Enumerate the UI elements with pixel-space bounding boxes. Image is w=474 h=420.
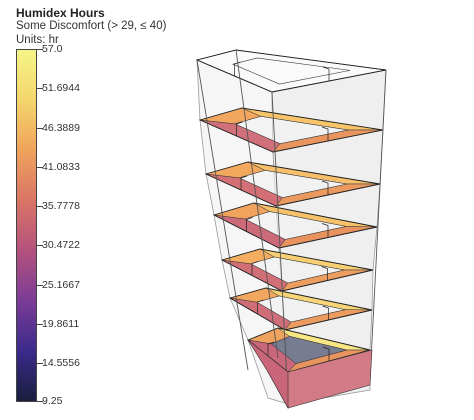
tick-mark — [37, 167, 43, 168]
core-zone — [244, 211, 347, 240]
tick-label: 14.5556 — [42, 357, 80, 369]
window-marker — [322, 305, 329, 320]
tick-label: 25.1667 — [42, 279, 80, 291]
window-marker — [321, 180, 329, 195]
tick-mark — [37, 206, 43, 207]
core-zone — [238, 170, 347, 198]
window-marker — [321, 223, 329, 238]
window-marker — [246, 217, 253, 232]
building-edge — [369, 69, 387, 381]
tick-mark — [37, 245, 43, 246]
tick-label: 35.7778 — [42, 200, 80, 212]
tick-mark — [37, 128, 43, 129]
tick-mark — [37, 401, 43, 402]
legend-units: Units: hr — [16, 34, 59, 46]
core-zone — [256, 295, 346, 323]
window-marker — [322, 66, 330, 81]
window-marker — [321, 126, 329, 141]
window-marker — [257, 299, 264, 314]
tick-label: 46.3889 — [42, 122, 80, 134]
building-floors — [195, 49, 387, 410]
floor-outline — [228, 287, 373, 331]
tick-label: 30.4722 — [42, 239, 80, 251]
floor-outline — [220, 248, 374, 292]
tick-mark — [37, 324, 43, 325]
tick-mark — [37, 49, 43, 50]
window-marker — [236, 121, 243, 136]
building-edge — [196, 59, 249, 371]
tick-label: 41.0833 — [42, 161, 80, 173]
color-scale-bar — [16, 49, 37, 402]
tick-label: 57.0 — [42, 43, 63, 55]
window-marker — [234, 61, 241, 76]
tick-label: 51.6944 — [42, 82, 80, 94]
window-marker — [251, 261, 259, 276]
window-marker — [267, 341, 275, 356]
floor-outline — [212, 202, 378, 249]
legend-subtitle: Some Discomfort (> 29, ≤ 40) — [16, 20, 167, 32]
core-zone — [250, 256, 345, 284]
core-zone — [234, 116, 349, 144]
tick-mark — [37, 363, 43, 364]
core-zone — [270, 336, 347, 364]
tick-label: 19.8611 — [42, 318, 80, 330]
roof-inner — [231, 57, 351, 85]
tick-mark — [37, 88, 43, 89]
building-edge — [271, 91, 289, 403]
window-marker — [321, 266, 328, 281]
window-marker — [240, 175, 248, 190]
tick-label: 9.25 — [42, 395, 63, 407]
ground-zone — [247, 339, 289, 410]
window-marker — [322, 346, 330, 361]
building-edge — [235, 49, 279, 359]
legend-title: Humidex Hours — [16, 6, 105, 20]
tick-mark — [37, 285, 43, 286]
